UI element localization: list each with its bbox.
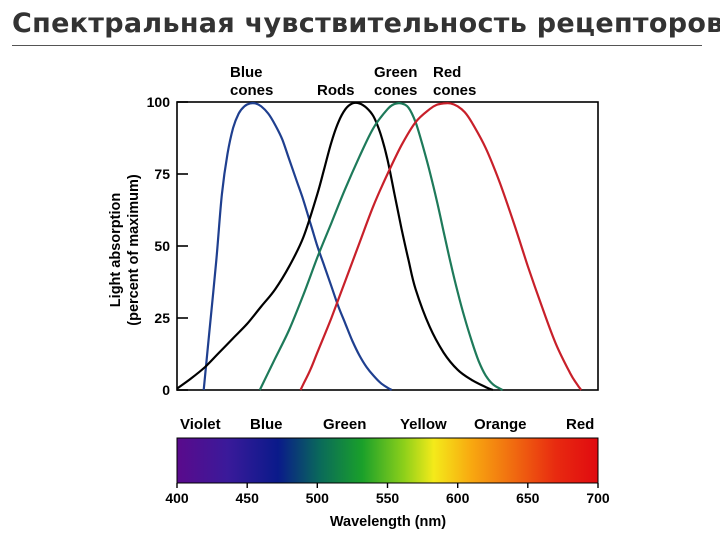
legend-rods: Rods xyxy=(317,82,355,99)
x-tick-label: 550 xyxy=(376,490,400,506)
band-label-red: Red xyxy=(566,416,594,433)
rods-curve xyxy=(176,101,494,392)
y-axis: 0 25 50 75 100 xyxy=(147,94,188,398)
legend-green-cones-line1: Green xyxy=(374,64,417,81)
y-tick-label: 0 xyxy=(162,382,170,398)
absorption-curves xyxy=(176,101,583,392)
legend-blue-cones-line1: Blue xyxy=(230,64,263,81)
green-cones-curve xyxy=(258,101,504,392)
legend: Blue cones Rods Green cones Red cones xyxy=(230,64,476,99)
y-tick-label: 75 xyxy=(154,166,170,182)
band-label-orange: Orange xyxy=(474,416,527,433)
legend-green-cones-line2: cones xyxy=(374,82,417,99)
slide-title: Спектральная чувствительность рецепторов xyxy=(12,8,720,39)
y-tick-label: 25 xyxy=(154,310,170,326)
title-divider xyxy=(12,45,702,46)
y-tick-label: 100 xyxy=(147,94,171,110)
x-tick-label: 700 xyxy=(586,490,610,506)
x-tick-label: 500 xyxy=(306,490,330,506)
band-label-green: Green xyxy=(323,416,366,433)
x-tick-label: 400 xyxy=(165,490,189,506)
legend-blue-cones-line2: cones xyxy=(230,82,273,99)
spectrum-bar xyxy=(176,437,599,484)
color-band-labels: Violet Blue Green Yellow Orange Red xyxy=(180,416,594,433)
x-axis-title: Wavelength (nm) xyxy=(330,514,446,530)
x-axis: 400 450 500 550 600 650 700 xyxy=(165,483,610,506)
band-label-yellow: Yellow xyxy=(400,416,447,433)
red-cones-curve xyxy=(299,102,583,391)
band-label-blue: Blue xyxy=(250,416,283,433)
blue-cones-curve xyxy=(202,102,393,391)
y-axis-title-line2: (percent of maximum) xyxy=(126,174,142,326)
legend-red-cones-line1: Red xyxy=(433,64,461,81)
legend-red-cones-line2: cones xyxy=(433,82,476,99)
band-label-violet: Violet xyxy=(180,416,221,433)
x-tick-label: 450 xyxy=(236,490,260,506)
y-axis-title-line1: Light absorption xyxy=(108,193,124,307)
plot-frame xyxy=(176,101,599,391)
y-tick-label: 50 xyxy=(154,238,170,254)
x-tick-label: 650 xyxy=(516,490,540,506)
x-tick-label: 600 xyxy=(446,490,470,506)
